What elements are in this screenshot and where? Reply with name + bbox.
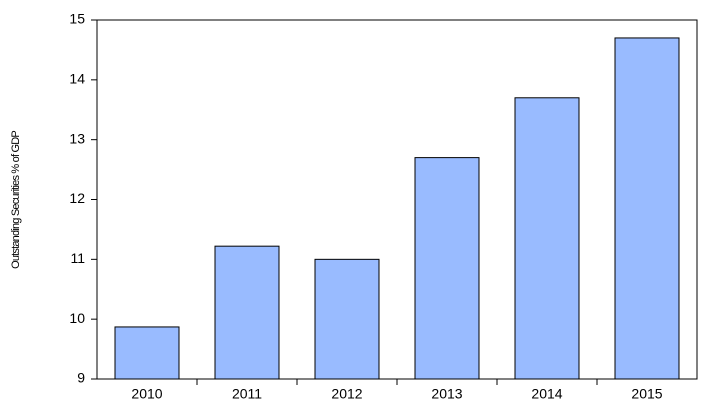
x-tick-label: 2014 [531,386,562,402]
y-tick-label: 14 [69,71,85,87]
x-tick-label: 2012 [331,386,362,402]
bar [614,37,680,380]
y-tick-label: 9 [77,370,85,386]
x-tick-label: 2010 [131,386,162,402]
bar [414,157,480,380]
y-tick-label: 13 [69,130,85,146]
bar [214,245,280,380]
y-tick-label: 12 [69,190,85,206]
bar [314,258,380,380]
bar [514,97,580,380]
x-tick-label: 2013 [431,386,462,402]
bar [114,326,180,380]
y-tick-label: 15 [69,11,85,27]
x-tick-label: 2011 [232,386,262,402]
plot-frame [96,19,698,380]
y-axis-label: Outstanding Securities % of GDP [10,131,22,269]
y-tick-label: 11 [70,250,85,266]
y-tick-label: 10 [69,310,85,326]
x-tick-label: 2015 [631,386,662,402]
